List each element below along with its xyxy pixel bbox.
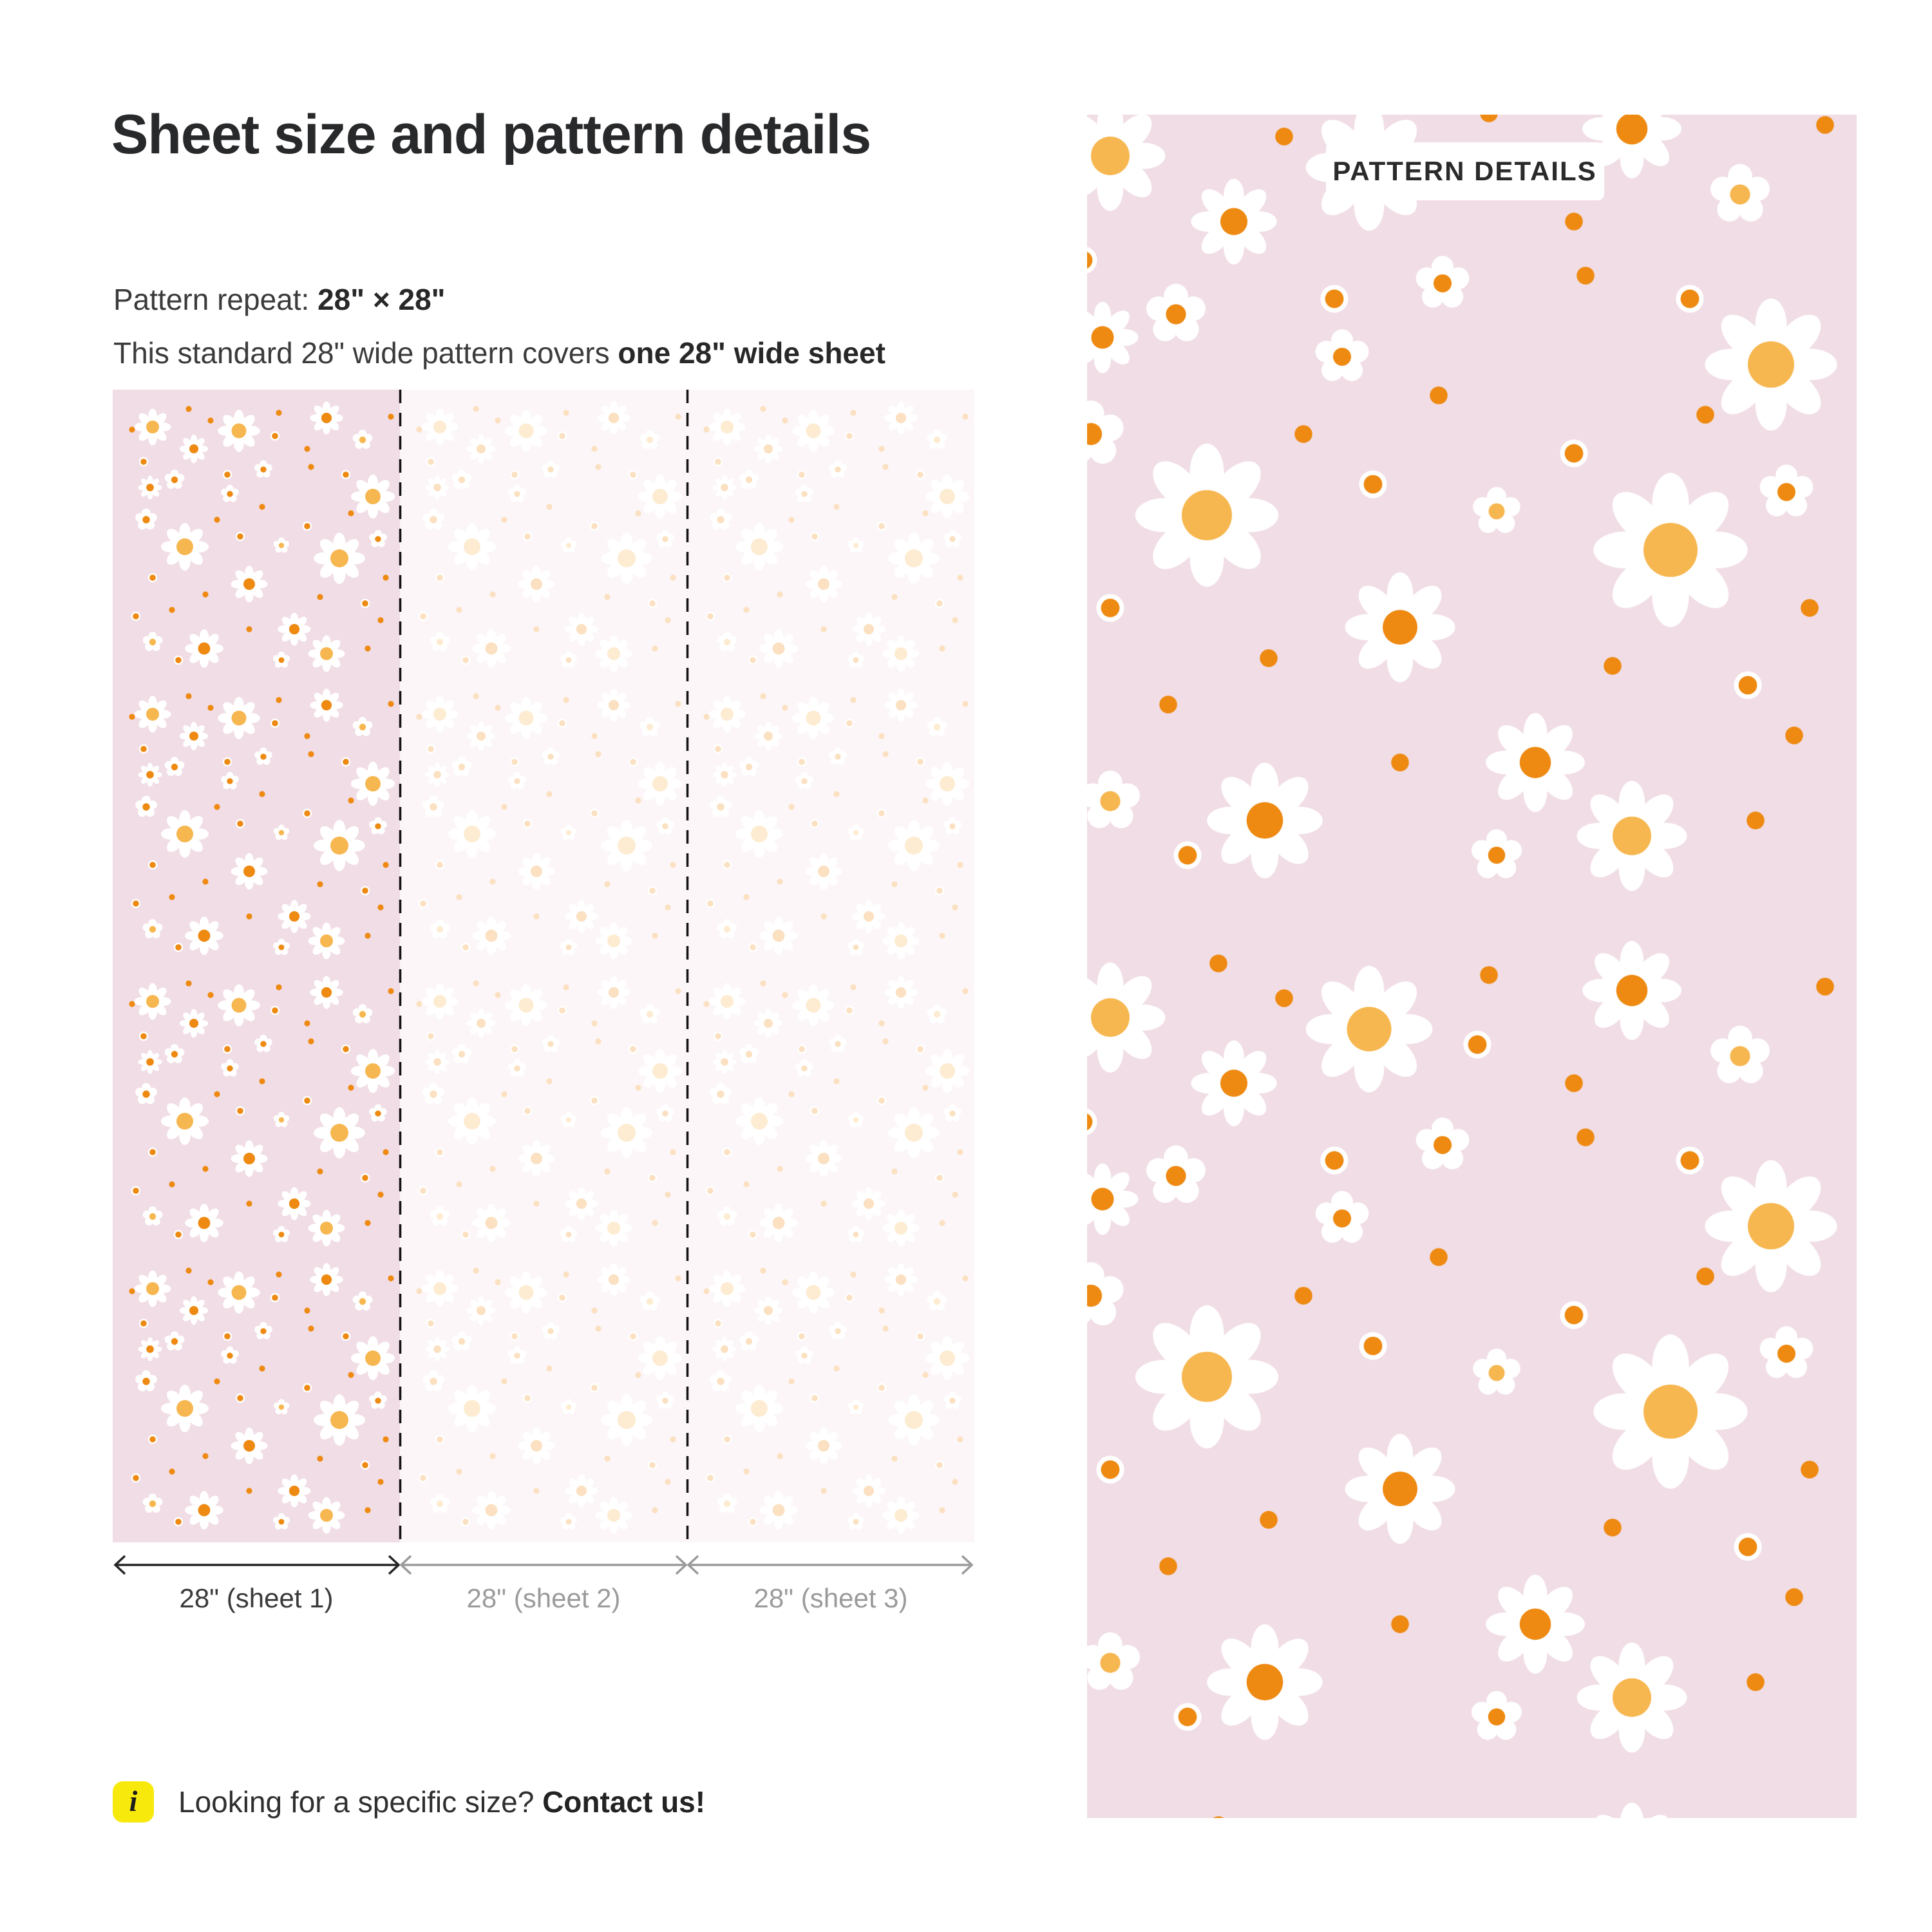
coverage-text-normal: This standard 28" wide pattern covers [113,336,618,370]
info-text: Looking for a specific size? Contact us! [178,1785,705,1819]
page-title: Sheet size and pattern details [111,104,871,166]
sheet-preview-graphic [113,390,974,1542]
pattern-details-badge: PATTERN DETAILS [1325,142,1604,200]
pattern-details-panel: PATTERN DETAILS [1087,115,1857,1818]
contact-us-link[interactable]: Contact us! [542,1785,706,1819]
sheet-2-label: 28" (sheet 2) [466,1583,621,1613]
sheet-1-label: 28" (sheet 1) [179,1583,334,1613]
pattern-details-badge-label: PATTERN DETAILS [1332,156,1597,186]
coverage-text: This standard 28" wide pattern covers on… [113,336,886,370]
coverage-text-bold: one 28" wide sheet [618,336,886,370]
measurement-arrows [113,1555,974,1575]
info-icon-glyph: i [129,1784,138,1817]
sheet-3-arrow [687,1555,974,1575]
sheet-labels: 28" (sheet 1) 28" (sheet 2) 28" (sheet 3… [113,1583,974,1614]
sheet-preview [113,390,974,1542]
info-text-question: Looking for a specific size? [178,1785,543,1819]
sheet-3-label: 28" (sheet 3) [753,1583,908,1613]
info-note: i Looking for a specific size? Contact u… [113,1781,705,1823]
sheet-1-arrow [113,1555,401,1575]
pattern-repeat-value: 28" × 28" [317,283,446,316]
info-icon: i [113,1781,154,1823]
sheet-2-arrow [399,1555,688,1575]
pattern-repeat-label: Pattern repeat: [113,283,318,316]
pattern-repeat-text: Pattern repeat: 28" × 28" [113,282,445,317]
pattern-details-graphic [1087,115,1857,1818]
